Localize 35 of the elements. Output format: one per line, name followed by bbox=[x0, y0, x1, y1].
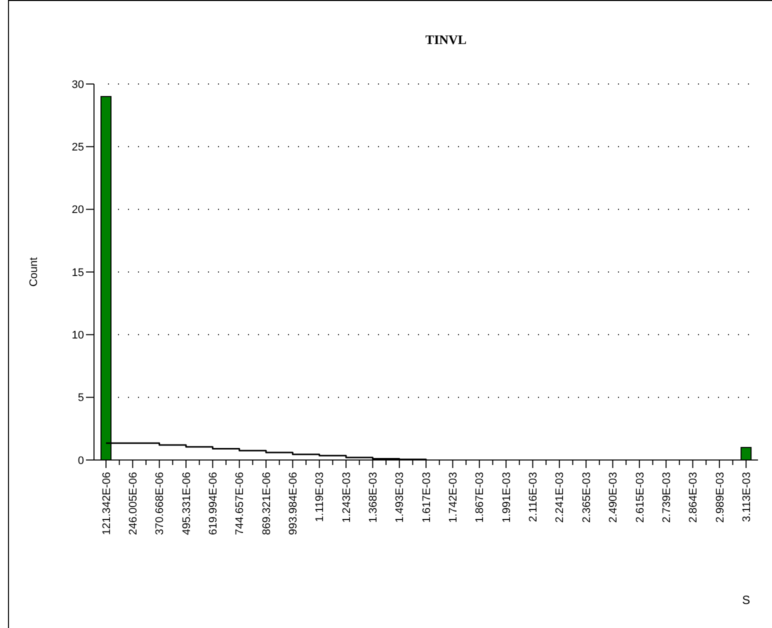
x-tick-label: 619.994E-06 bbox=[208, 472, 220, 535]
x-tick-label: 1.243E-03 bbox=[340, 472, 353, 523]
y-tick-label: 0 bbox=[78, 454, 84, 467]
x-tick-label: 246.005E-06 bbox=[128, 472, 140, 535]
x-tick-label: 2.615E-03 bbox=[634, 472, 646, 523]
y-tick-label: 20 bbox=[72, 204, 84, 216]
x-tick-label: 3.113E-03 bbox=[740, 472, 753, 522]
y-axis-title: Count bbox=[28, 257, 40, 287]
y-tick-label: 15 bbox=[72, 266, 84, 279]
x-tick-label: 1.119E-03 bbox=[314, 472, 326, 522]
x-tick-label: 1.493E-03 bbox=[394, 472, 406, 523]
x-tick-label: 1.368E-03 bbox=[368, 472, 380, 523]
x-tick-label: 2.365E-03 bbox=[580, 472, 593, 523]
y-tick-label: 5 bbox=[78, 392, 84, 404]
x-tick-label: 1.867E-03 bbox=[474, 472, 486, 523]
x-tick-label: 121.342E-06 bbox=[100, 472, 113, 535]
x-tick-label: 744.657E-06 bbox=[234, 472, 246, 535]
x-tick-label: 2.116E-03 bbox=[528, 472, 540, 522]
chart-title: TINVL bbox=[425, 32, 467, 47]
x-tick-label: 2.989E-03 bbox=[714, 472, 726, 523]
x-tick-label: 1.742E-03 bbox=[448, 472, 460, 523]
x-tick-label: 2.739E-03 bbox=[660, 472, 673, 523]
x-tick-label: 495.331E-06 bbox=[180, 472, 193, 535]
x-axis-title: S bbox=[742, 593, 750, 607]
x-tick-label: 2.864E-03 bbox=[688, 472, 700, 523]
x-tick-label: 869.321E-06 bbox=[260, 472, 273, 535]
y-tick-label: 10 bbox=[72, 330, 84, 342]
y-tick-label: 30 bbox=[72, 78, 84, 91]
x-tick-label: 370.668E-06 bbox=[154, 472, 166, 535]
x-tick-label: 2.490E-03 bbox=[608, 472, 620, 523]
x-tick-label: 993.984E-06 bbox=[288, 472, 300, 535]
x-tick-label: 1.617E-03 bbox=[420, 472, 433, 523]
y-tick-label: 25 bbox=[72, 142, 84, 154]
x-tick-label: 2.241E-03 bbox=[554, 472, 566, 523]
x-tick-label: 1.991E-03 bbox=[500, 472, 513, 523]
